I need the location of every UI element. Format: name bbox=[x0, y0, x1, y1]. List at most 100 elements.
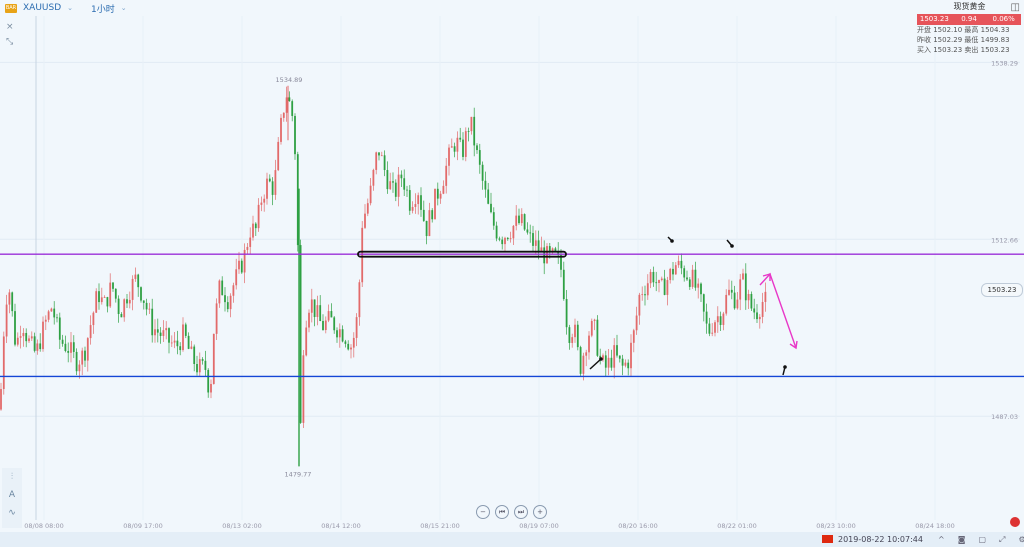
candle-body bbox=[98, 291, 100, 303]
candle-body bbox=[476, 145, 478, 151]
candle-body bbox=[492, 212, 495, 226]
candle-body bbox=[64, 343, 67, 351]
candle-body bbox=[22, 332, 25, 337]
candle-body bbox=[683, 268, 686, 278]
quote-change-pct: 0.06% bbox=[992, 15, 1015, 23]
symbol-bar: BAR XAUUSD ⌄ 1小时 ⌄ bbox=[0, 0, 127, 16]
candle-body bbox=[182, 324, 184, 351]
projection-arrow-head-bottom bbox=[789, 340, 798, 350]
candle-body bbox=[142, 300, 145, 303]
candle-body bbox=[672, 268, 674, 275]
candle-body bbox=[501, 239, 504, 245]
candle-body bbox=[666, 280, 669, 295]
candle-body bbox=[420, 195, 422, 210]
candle-body bbox=[212, 333, 215, 384]
candle-body bbox=[520, 214, 523, 224]
scroll-end-button[interactable]: ⏭ bbox=[514, 505, 528, 519]
candle-body bbox=[456, 137, 459, 152]
projection-arrow-head-top bbox=[762, 273, 771, 281]
candle-body bbox=[406, 189, 408, 191]
candle-body bbox=[422, 209, 425, 221]
chevron-down-icon[interactable]: ⌄ bbox=[67, 4, 74, 12]
candle-body bbox=[218, 280, 221, 304]
camera-icon[interactable]: ◙ bbox=[957, 535, 966, 544]
candle-body bbox=[162, 330, 165, 336]
candle-body bbox=[588, 335, 590, 353]
candle-body bbox=[677, 260, 680, 266]
scroll-start-button[interactable]: ⏮ bbox=[495, 505, 509, 519]
collapse-icon[interactable]: ⤡ bbox=[6, 37, 14, 47]
candle-body bbox=[627, 362, 630, 369]
candle-body bbox=[686, 277, 688, 280]
candle-body bbox=[490, 203, 492, 213]
quote-panel: 现货黄金 ◫ 1503.23 0.94 0.06% 开盘 1502.10 最高 … bbox=[915, 0, 1024, 55]
y-tick-label: 1487.03 bbox=[991, 413, 1018, 421]
candle-body bbox=[655, 282, 658, 284]
candle-body bbox=[5, 304, 8, 337]
candle-body bbox=[201, 359, 204, 361]
y-axis-ticks: 1538.29 1512.66 1487.03 bbox=[991, 59, 1018, 421]
candle-body bbox=[470, 116, 473, 132]
candle-body bbox=[621, 358, 624, 366]
timeframe-selector[interactable]: 1小时 bbox=[91, 4, 115, 15]
y-tick-label: 1512.66 bbox=[991, 236, 1018, 244]
candle-body bbox=[557, 251, 560, 256]
candle-body bbox=[369, 185, 372, 204]
candle-body bbox=[117, 298, 120, 315]
draw-tool-icon[interactable]: A bbox=[8, 490, 16, 500]
candle-body bbox=[459, 137, 462, 140]
candle-body bbox=[168, 328, 170, 343]
candle-body bbox=[89, 325, 92, 339]
candle-body bbox=[716, 316, 719, 323]
candle-body bbox=[257, 204, 260, 229]
layout-icon[interactable]: ◫ bbox=[1010, 2, 1020, 13]
candle-body bbox=[537, 240, 540, 252]
quote-title: 现货黄金 bbox=[953, 2, 986, 11]
candle-body bbox=[705, 311, 708, 324]
candle-body bbox=[644, 294, 646, 296]
candle-body bbox=[504, 237, 506, 245]
candle-body bbox=[383, 155, 386, 171]
candle-body bbox=[674, 265, 677, 275]
candle-body bbox=[439, 193, 442, 199]
candle-body bbox=[543, 247, 546, 264]
candle-body bbox=[154, 329, 156, 336]
candle-body bbox=[604, 355, 607, 368]
candle-body bbox=[123, 299, 126, 318]
candle-body bbox=[523, 214, 526, 230]
candle-body bbox=[616, 345, 618, 356]
arrow-head bbox=[730, 244, 734, 248]
candle-body bbox=[67, 350, 70, 353]
symbol-name[interactable]: XAUUSD bbox=[23, 3, 62, 13]
zoom-in-button[interactable]: + bbox=[533, 505, 547, 519]
candle-body bbox=[291, 101, 294, 116]
candle-body bbox=[134, 274, 137, 279]
candle-body bbox=[590, 320, 593, 336]
candle-body bbox=[42, 321, 44, 350]
candle-body bbox=[484, 180, 487, 190]
wave-icon[interactable]: ∿ bbox=[8, 508, 16, 518]
chevron-down-icon[interactable]: ⌄ bbox=[120, 4, 127, 12]
chevron-up-icon[interactable]: ^ bbox=[938, 535, 945, 544]
close-icon[interactable]: × bbox=[6, 22, 14, 32]
copy-icon[interactable]: ▢ bbox=[978, 535, 987, 544]
settings-icon[interactable]: ⚙ bbox=[1018, 535, 1024, 544]
candle-body bbox=[263, 198, 266, 203]
quote-bid-ask: 买入 1503.23 卖出 1503.23 bbox=[917, 46, 1010, 54]
indicator-icon[interactable]: ⫶ bbox=[10, 472, 14, 482]
candle-body bbox=[226, 302, 229, 310]
candle-body bbox=[714, 322, 716, 333]
candle-body bbox=[576, 324, 579, 348]
candle-body bbox=[0, 389, 2, 410]
candle-body bbox=[274, 170, 277, 195]
candle-body bbox=[702, 294, 705, 312]
candle-body bbox=[271, 181, 274, 195]
candle-body bbox=[11, 292, 14, 312]
fullscreen-icon[interactable]: ⤢ bbox=[999, 535, 1006, 544]
candle-body bbox=[445, 165, 448, 186]
alert-icon[interactable] bbox=[1010, 517, 1020, 527]
zoom-out-button[interactable]: − bbox=[476, 505, 490, 519]
candle-body bbox=[221, 280, 224, 296]
candle-body bbox=[529, 232, 532, 234]
